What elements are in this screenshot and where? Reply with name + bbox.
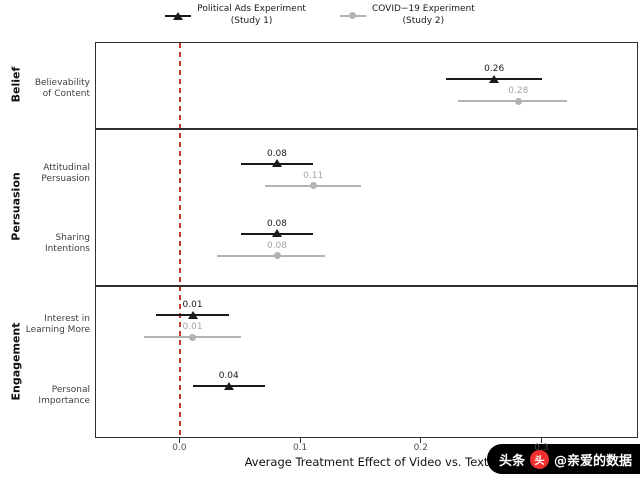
circle-legend-icon — [339, 8, 366, 24]
x-axis-tick — [420, 438, 422, 443]
outcome-label-line: Importance — [38, 396, 90, 407]
outcome-label-line: Intentions — [44, 243, 90, 254]
legend-text-line: (Study 2) — [402, 15, 445, 26]
outcome-label-line: Personal — [51, 385, 90, 395]
watermark-handle: @亲爱的数据 — [553, 453, 632, 469]
legend-item-label: COVID−19 Experiment (Study 2) — [372, 4, 475, 27]
legend-text-line: (Study 1) — [230, 15, 273, 26]
legend-item-study1: Political Ads Experiment (Study 1) — [165, 4, 306, 27]
outcome-label-line: Learning More — [25, 325, 90, 336]
x-axis-tick-label: 0.3 — [534, 443, 549, 453]
legend-circle-icon — [349, 12, 357, 20]
outcome-label: Attitudinal Persuasion — [18, 163, 90, 186]
legend-triangle-icon — [173, 11, 184, 20]
point-triangle-study1 — [489, 74, 500, 83]
point-triangle-study1 — [272, 229, 282, 237]
estimate-label: 0.11 — [303, 170, 324, 181]
estimate-label: 0.08 — [266, 218, 288, 229]
outcome-label: Personal Importance — [18, 385, 90, 408]
point-circle-study2 — [309, 182, 317, 189]
point-triangle-study1 — [187, 310, 198, 319]
legend-text-line: COVID−19 Experiment — [371, 4, 475, 14]
estimate-label: 0.26 — [484, 64, 505, 74]
watermark: 头条 头 @亲爱的数据 — [486, 444, 640, 474]
estimate-label: 0.01 — [182, 300, 203, 310]
toutiao-logo-icon: 头 — [529, 449, 549, 469]
legend-item-label: Political Ads Experiment (Study 1) — [197, 4, 306, 27]
outcome-label-line: Persuasion — [41, 173, 90, 184]
ci-line-study2 — [458, 100, 567, 102]
point-circle-study2 — [514, 97, 522, 105]
x-axis-tick-label: 0.2 — [413, 443, 428, 453]
outcome-label-line: Attitudinal — [43, 162, 90, 173]
x-axis-tick-label: 0.0 — [172, 443, 187, 453]
watermark-prefix: 头条 — [498, 453, 525, 469]
x-axis-title: Average Treatment Effect of Video vs. Te… — [244, 455, 489, 469]
plot-area: 0.26 0.28 0.08 0.11 0.08 0.08 0.01 0.01 0.04 — [95, 42, 638, 438]
x-axis-tick — [178, 438, 180, 443]
estimate-label: 0.01 — [182, 322, 203, 332]
outcome-label-line: Believability — [34, 78, 90, 88]
section-divider — [96, 128, 637, 130]
point-circle-study2 — [189, 333, 197, 341]
estimate-label: 0.04 — [218, 371, 239, 381]
legend-item-study2: COVID−19 Experiment (Study 2) — [339, 4, 475, 27]
estimate-label: 0.08 — [266, 240, 288, 251]
outcome-label-line: Interest in — [44, 314, 90, 324]
zero-reference-line — [179, 43, 182, 437]
outcome-label-line: of Content — [42, 89, 90, 100]
x-axis-tick — [299, 438, 301, 443]
triangle-legend-icon — [165, 8, 192, 24]
outcome-label: Believability of Content — [18, 78, 90, 101]
outcome-label: Interest in Learning More — [18, 314, 90, 337]
point-triangle-study1 — [223, 381, 234, 390]
legend-text-line: Political Ads Experiment — [197, 4, 306, 14]
outcome-label-line: Sharing — [55, 232, 90, 243]
estimate-label: 0.28 — [508, 86, 529, 96]
x-axis-tick-label: 0.1 — [292, 443, 308, 453]
estimate-label: 0.08 — [266, 148, 288, 159]
section-divider — [96, 285, 637, 287]
outcome-label: Sharing Intentions — [18, 233, 90, 256]
point-circle-study2 — [273, 252, 281, 259]
ci-line-study2 — [216, 254, 326, 257]
point-triangle-study1 — [272, 159, 282, 167]
x-axis-tick — [540, 438, 542, 443]
legend: Political Ads Experiment (Study 1) COVID−1… — [0, 4, 640, 27]
